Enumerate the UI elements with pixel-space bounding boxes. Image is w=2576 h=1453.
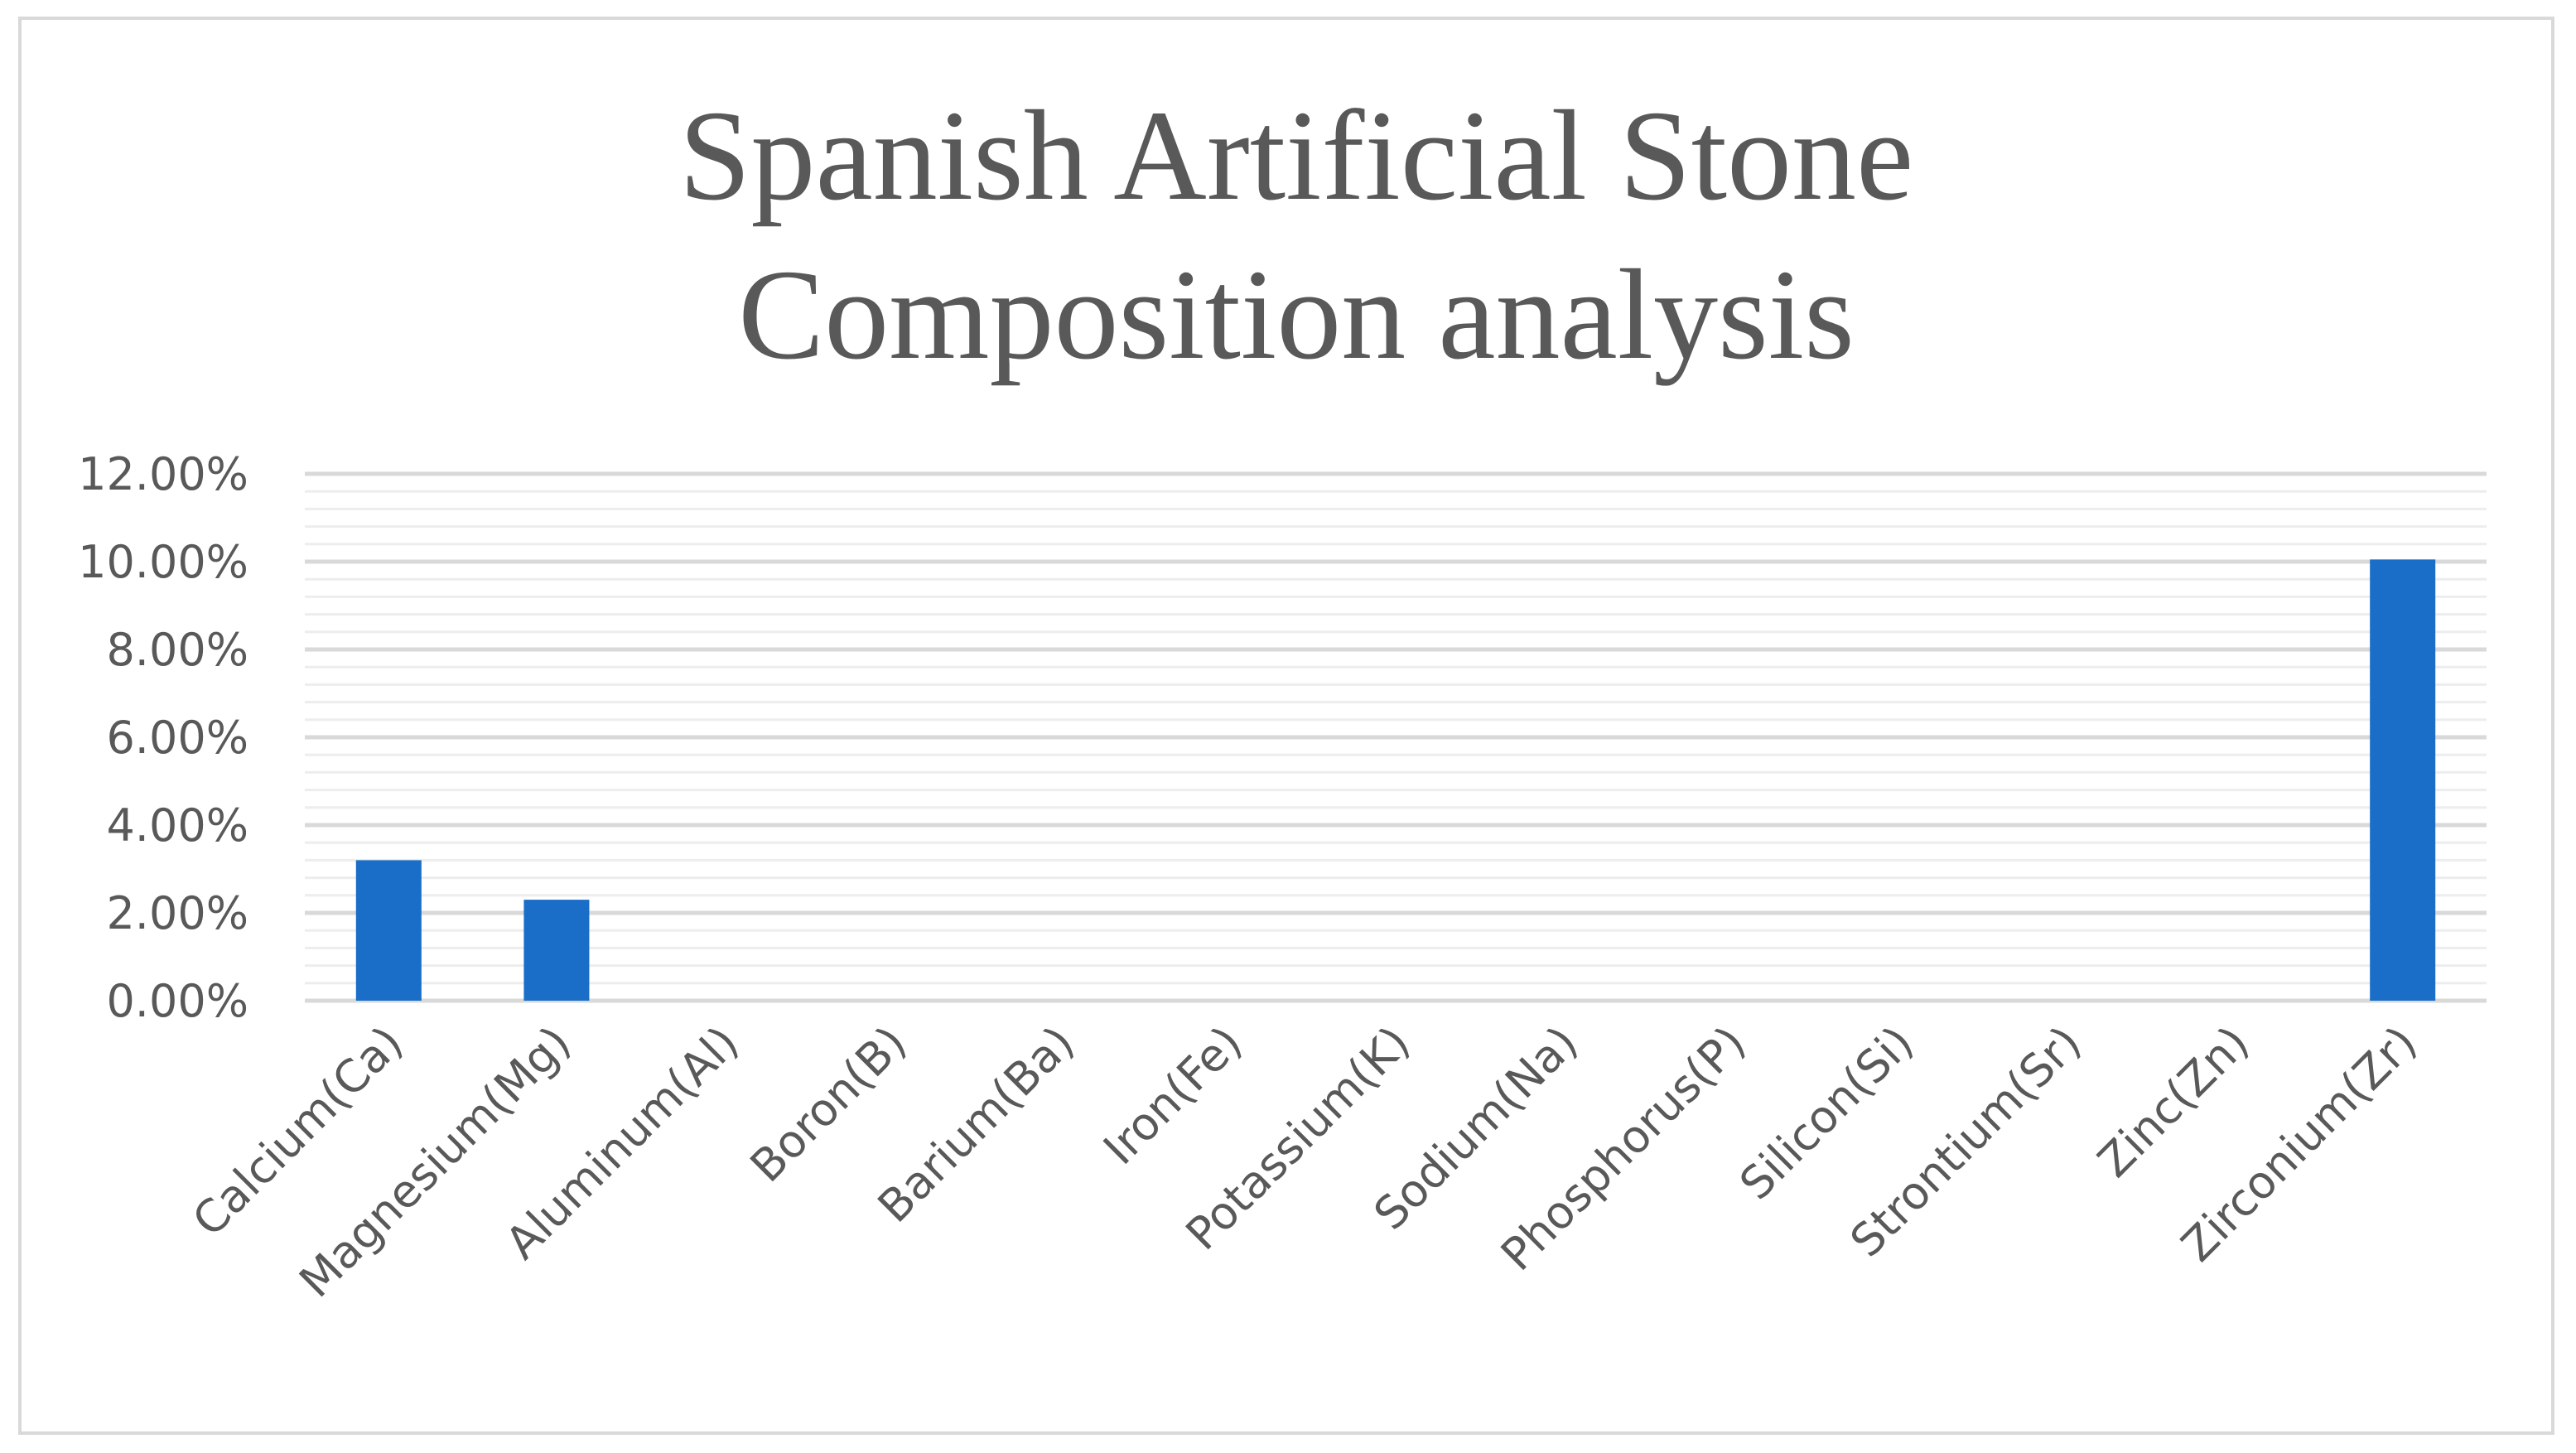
chart-frame: [18, 17, 2554, 1435]
x-category-label: Boron(B): [740, 1016, 917, 1193]
gridlines: [305, 471, 2487, 1003]
chart-title-line-2: Composition analysis: [738, 243, 1855, 386]
y-tick-label: 0.00%: [106, 975, 248, 1027]
y-tick-label: 4.00%: [106, 799, 248, 852]
x-category-label: Iron(Fe): [1093, 1016, 1252, 1175]
x-axis-category-labels: Calcium(Ca)Magnesium(Mg)Aluminum(Al)Boro…: [182, 1016, 2426, 1308]
chart-title: Spanish Artificial Stone Composition ana…: [679, 84, 1914, 386]
y-tick-label: 12.00%: [78, 448, 248, 500]
bar: [523, 900, 590, 1001]
y-tick-label: 6.00%: [106, 712, 248, 764]
y-tick-label: 10.00%: [78, 536, 248, 588]
y-tick-label: 8.00%: [106, 624, 248, 676]
x-category-label: Zinc(Zn): [2088, 1016, 2260, 1188]
y-axis-tick-labels: 0.00% 2.00% 4.00% 6.00% 8.00% 10.00% 12.00%: [78, 448, 248, 1027]
chart-title-line-1: Spanish Artificial Stone: [679, 84, 1914, 227]
bars: [355, 559, 2436, 1001]
y-tick-label: 2.00%: [106, 887, 248, 939]
bar: [2370, 559, 2436, 1001]
bar: [355, 860, 422, 1001]
